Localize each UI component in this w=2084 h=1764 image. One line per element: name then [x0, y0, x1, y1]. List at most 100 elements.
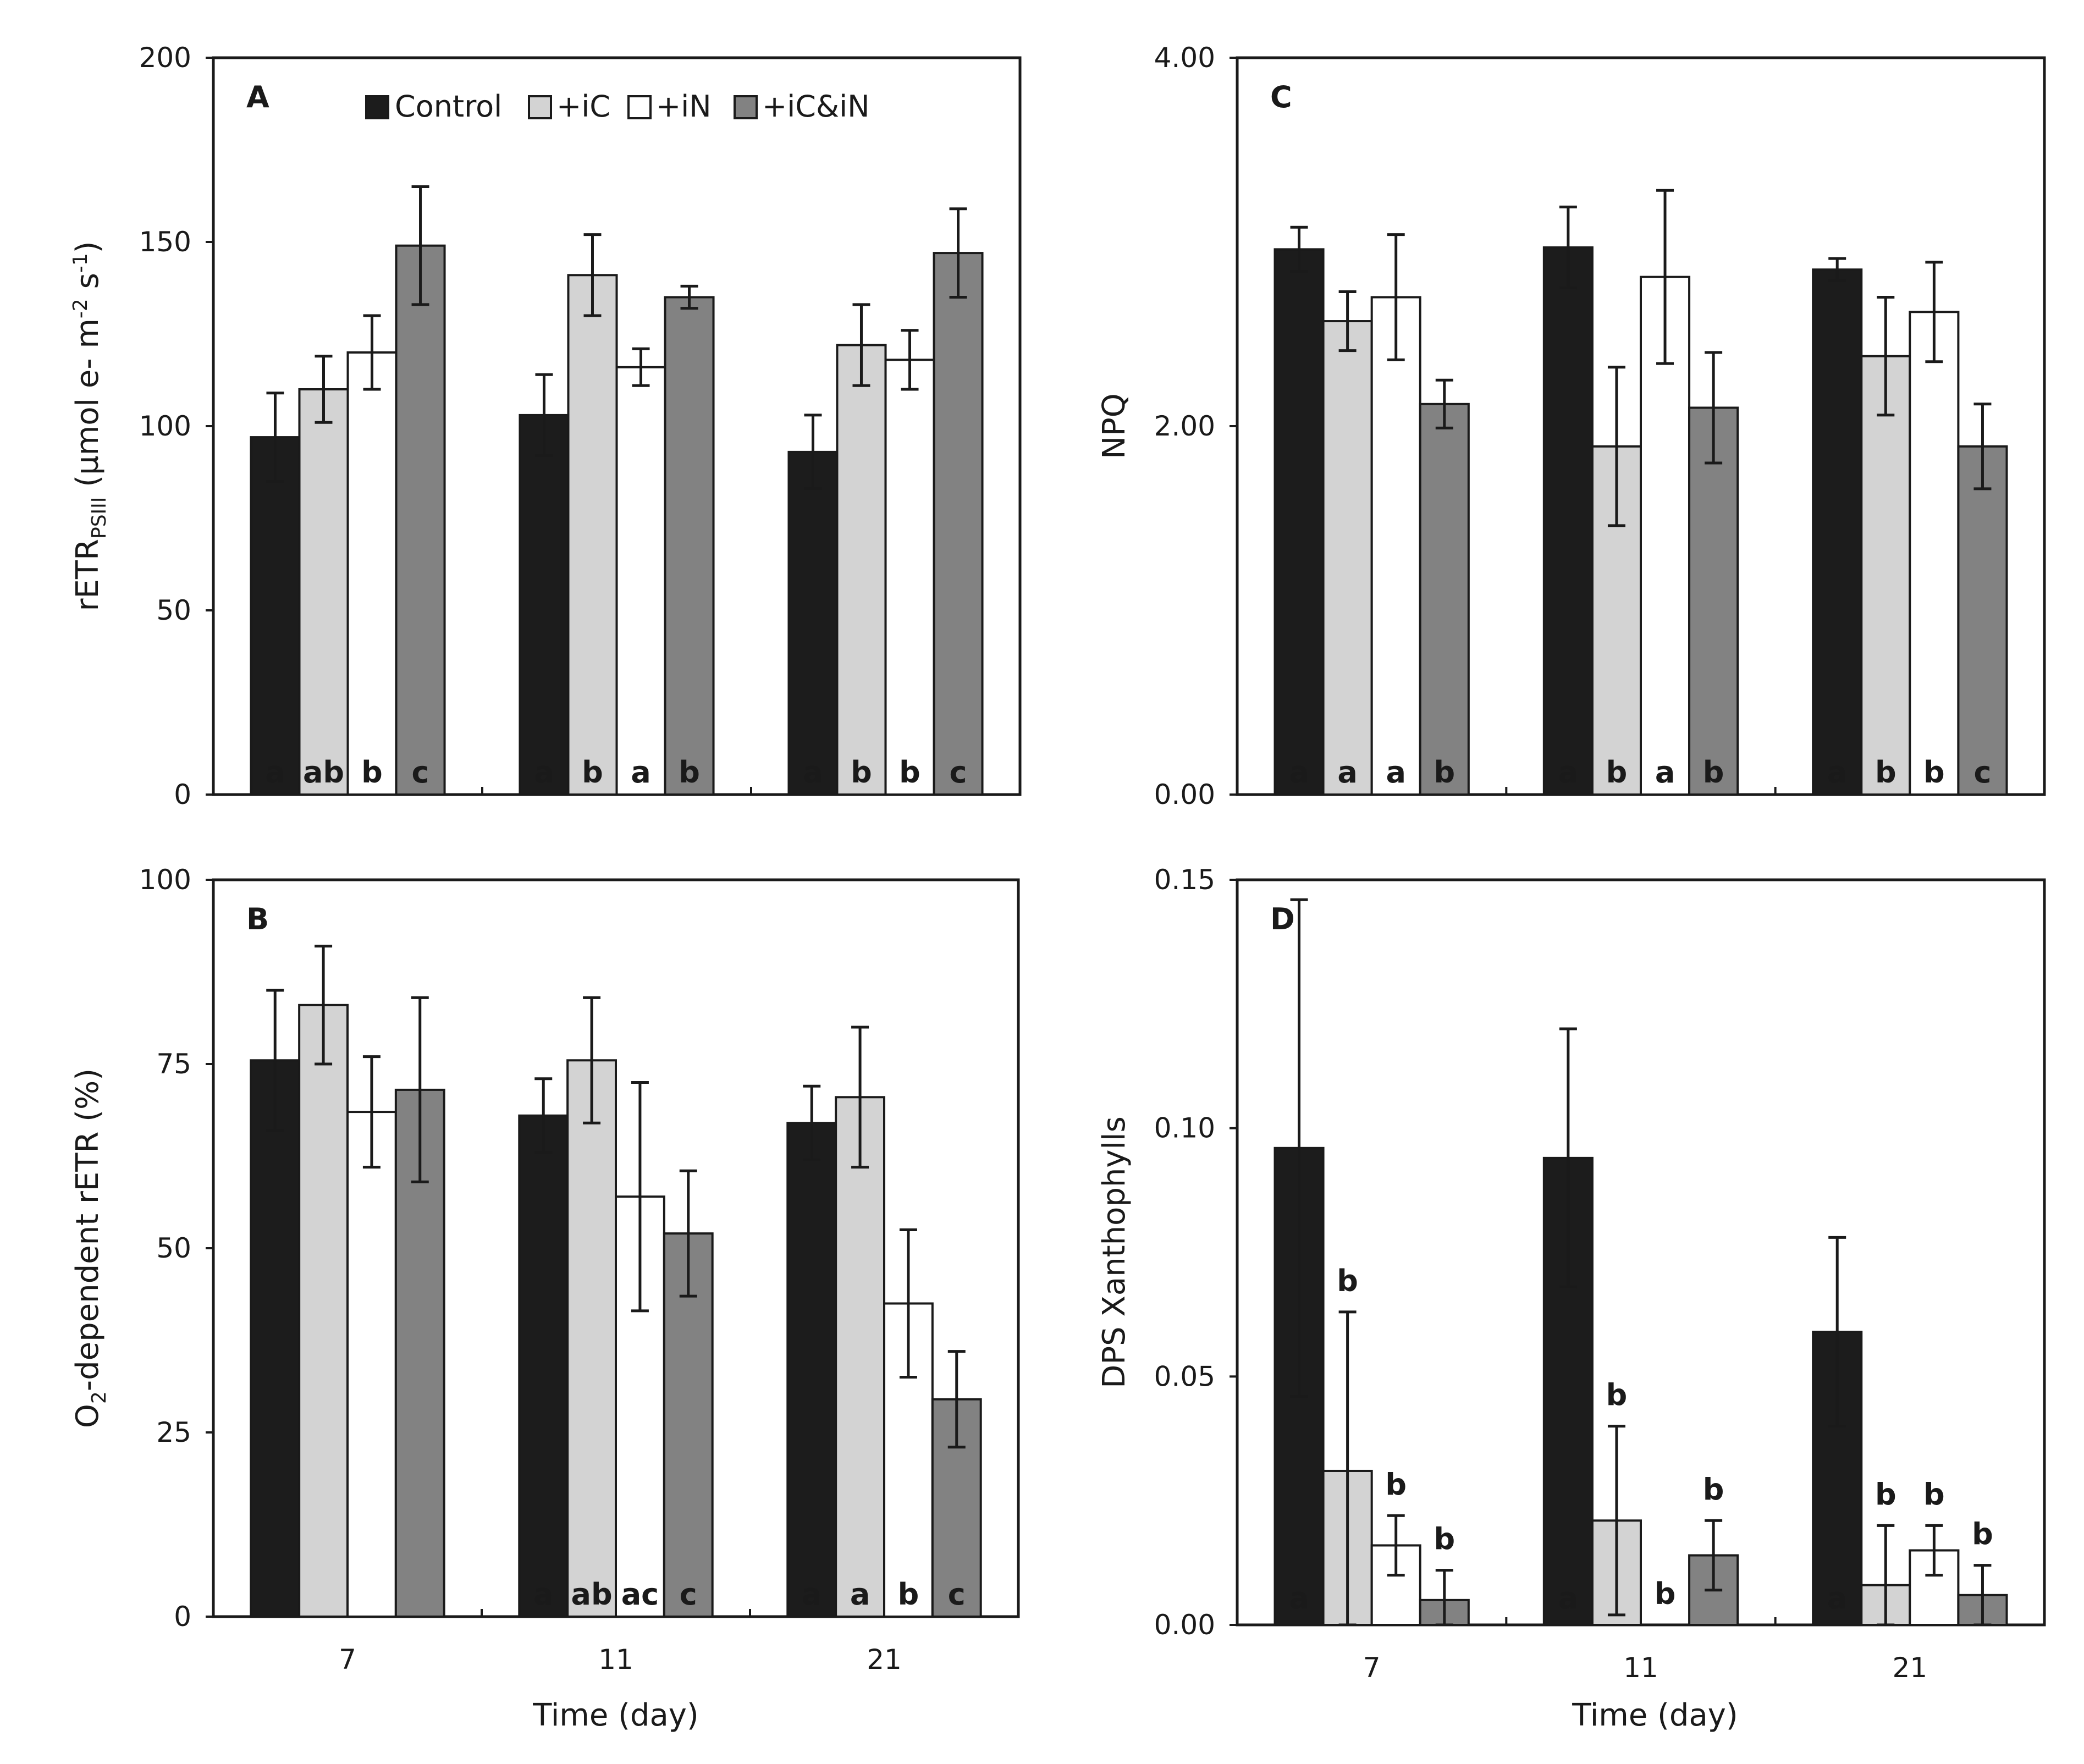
- y-tick-label: 150: [139, 226, 191, 258]
- x-tick-label: 11: [598, 1644, 633, 1675]
- bar-control: [1812, 268, 1863, 796]
- y-tick-label: 100: [139, 864, 191, 896]
- significance-letter: ab: [571, 1577, 613, 1612]
- bar-control: [250, 436, 301, 796]
- panel-label: B: [246, 902, 269, 936]
- significance-letter: b: [899, 755, 920, 790]
- y-axis-title: O2-dependent rETR (%): [70, 1068, 111, 1428]
- significance-letter: a: [1827, 755, 1847, 790]
- bar-in: [615, 366, 666, 796]
- significance-letter: c: [1973, 755, 1991, 790]
- significance-letter: b: [851, 755, 872, 790]
- bar-icin: [395, 244, 446, 796]
- bar-icin: [1688, 406, 1739, 796]
- legend-label-in: +iN: [656, 89, 712, 124]
- significance-letter: b: [1385, 1467, 1407, 1502]
- legend-label-ic-in: +iC&iN: [762, 89, 869, 124]
- bar-icin: [664, 296, 715, 796]
- x-axis-title-left: Time (day): [532, 1697, 699, 1733]
- bar-icin: [1419, 403, 1470, 796]
- significance-letter: b: [1875, 755, 1896, 790]
- y-tick-label: 50: [156, 594, 191, 626]
- bar-control: [786, 1122, 837, 1618]
- significance-letter: a: [1558, 755, 1578, 790]
- significance-letter: b: [1337, 1264, 1358, 1298]
- significance-letter: a: [1827, 1581, 1847, 1616]
- bar-in: [1909, 311, 1960, 796]
- significance-letter: b: [1606, 1378, 1628, 1413]
- bar-control: [787, 450, 839, 796]
- y-tick-label: 100: [139, 410, 191, 442]
- significance-letter: b: [1923, 1477, 1945, 1512]
- significance-letter: c: [950, 755, 967, 790]
- significance-letter: b: [1606, 755, 1628, 790]
- x-tick-label: 21: [867, 1644, 902, 1675]
- bar-in: [346, 351, 398, 796]
- y-tick-label: 4.00: [1154, 42, 1215, 74]
- significance-letter: b: [679, 755, 700, 790]
- y-tick-label: 0: [174, 1601, 191, 1633]
- significance-letter: a: [802, 1577, 822, 1612]
- bar-ic: [298, 1004, 349, 1618]
- y-axis-title: rETRPSIII (µmol e- m-2 s-1): [69, 241, 111, 611]
- significance-letter: b: [1655, 1576, 1676, 1611]
- significance-letter: b: [1703, 1472, 1724, 1507]
- x-tick-label: 11: [1623, 1652, 1658, 1684]
- bar-in: [884, 359, 935, 796]
- significance-letter: c: [412, 755, 429, 790]
- y-tick-label: 2.00: [1154, 410, 1215, 442]
- y-tick-label: 0.05: [1154, 1360, 1215, 1392]
- significance-letter: a: [1558, 1581, 1578, 1616]
- significance-letter: c: [948, 1577, 966, 1612]
- significance-letter: b: [1434, 755, 1455, 790]
- legend-swatch-ic-in: [734, 95, 758, 119]
- x-tick-label: 21: [1893, 1652, 1928, 1684]
- panel-label: D: [1270, 902, 1295, 936]
- panel-label: A: [246, 80, 269, 114]
- significance-letter: b: [361, 755, 383, 790]
- legend-label-ic: +iC: [556, 89, 610, 124]
- y-tick-label: 75: [156, 1048, 191, 1080]
- bar-ic: [567, 274, 618, 796]
- bar-ic: [566, 1059, 618, 1618]
- y-axis-title: NPQ: [1096, 393, 1132, 459]
- significance-letter: b: [1923, 755, 1945, 790]
- significance-letter: a: [631, 755, 650, 790]
- significance-letter: ac: [621, 1577, 659, 1612]
- y-tick-label: 25: [156, 1416, 191, 1448]
- y-tick-label: 50: [156, 1232, 191, 1264]
- bar-ic: [1860, 355, 1911, 796]
- significance-letter: b: [1703, 755, 1724, 790]
- bar-control: [1273, 248, 1325, 796]
- significance-letter: a: [533, 1577, 553, 1612]
- y-tick-label: 0.00: [1154, 1609, 1215, 1641]
- bar-ic: [836, 344, 887, 796]
- significance-letter: b: [1972, 1517, 1993, 1552]
- panel-label: C: [1270, 80, 1292, 114]
- bar-icin: [933, 252, 984, 796]
- legend-swatch-ic: [528, 95, 552, 119]
- bar-control: [250, 1059, 301, 1618]
- legend-swatch-control: [365, 95, 389, 119]
- significance-letter: b: [1875, 1477, 1896, 1512]
- significance-letter: a: [1289, 1581, 1309, 1616]
- bar-ic: [1322, 320, 1373, 796]
- y-tick-label: 0.00: [1154, 779, 1215, 811]
- x-tick-label: 7: [339, 1644, 356, 1675]
- legend-label-control: Control: [395, 89, 502, 124]
- significance-letter: b: [1434, 1522, 1455, 1557]
- bar-ic: [835, 1096, 886, 1618]
- x-axis-title-right: Time (day): [1572, 1697, 1738, 1733]
- x-tick-label: 7: [1363, 1652, 1381, 1684]
- y-tick-label: 0.10: [1154, 1112, 1215, 1144]
- bar-icin: [931, 1398, 982, 1618]
- significance-letter: c: [680, 1577, 697, 1612]
- significance-letter: a: [850, 1577, 870, 1612]
- significance-letter: a: [1289, 755, 1309, 790]
- significance-letter: a: [803, 755, 823, 790]
- bar-control: [518, 1114, 569, 1618]
- y-tick-label: 0: [174, 779, 191, 811]
- bar-control: [1542, 246, 1594, 796]
